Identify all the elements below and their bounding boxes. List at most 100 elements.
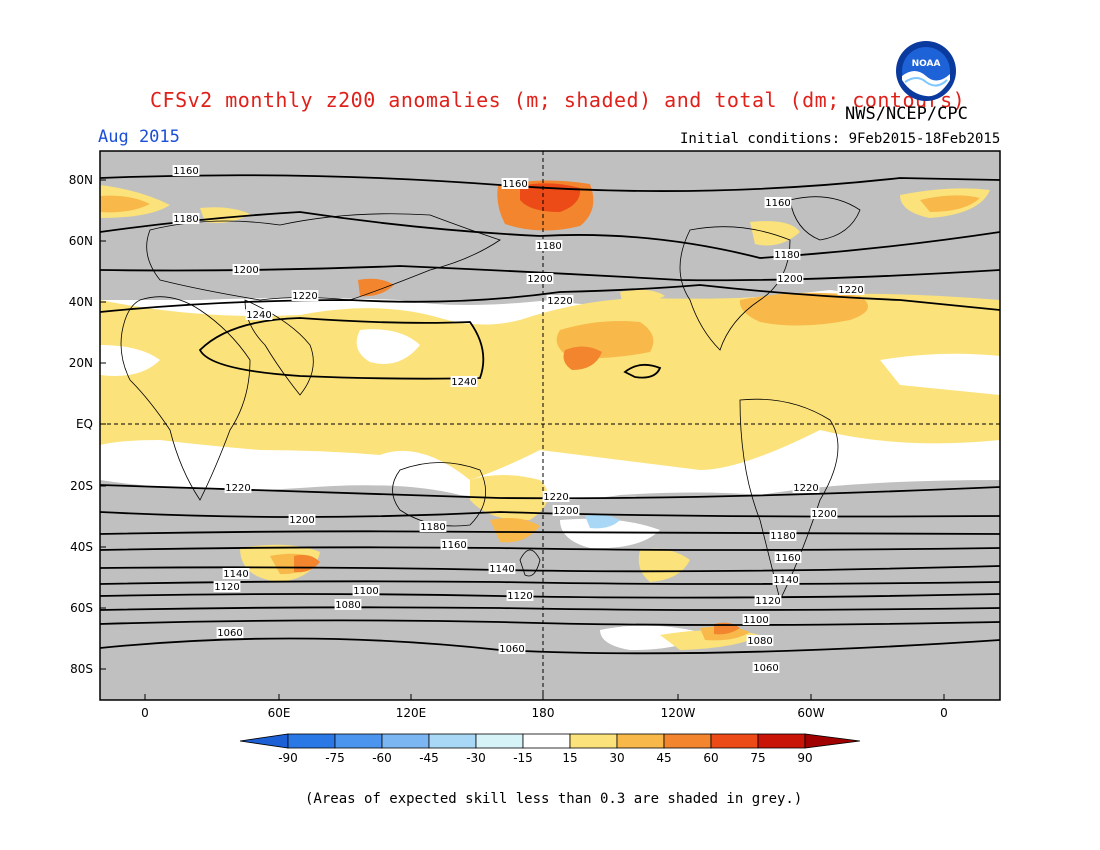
colorbar-tick-label: 45 (656, 751, 671, 765)
colorbar-segment (757, 733, 806, 749)
contour-label-background (526, 273, 554, 284)
longitude-label: 60W (797, 706, 824, 720)
contour-label-background (742, 614, 770, 625)
contour-label-background (352, 585, 380, 596)
contour-label: 1220 (793, 483, 818, 494)
contour-label: 1080 (335, 600, 360, 611)
contour-label-background (232, 264, 260, 275)
latitude-label: 60S (70, 601, 93, 615)
contour-label-background (746, 635, 774, 646)
contour-label: 1160 (502, 179, 527, 190)
colorbar-arrow-right (804, 733, 861, 749)
contour-label: 1060 (499, 644, 524, 655)
contour-label: 1160 (775, 553, 800, 564)
colorbar-tick-label: 15 (562, 751, 577, 765)
contour-label-background (754, 595, 782, 606)
contour-label-background (792, 482, 820, 493)
contour-label: 1240 (246, 310, 271, 321)
forecast-period: Aug 2015 (98, 127, 180, 147)
anomaly-shading (100, 151, 1000, 700)
contour-label: 1220 (225, 483, 250, 494)
latitude-label: EQ (76, 417, 93, 431)
colorbar-segment (569, 733, 618, 749)
contour-label: 1200 (233, 265, 258, 276)
contour-label-background (245, 309, 273, 320)
coastlines (120, 196, 861, 602)
contour-label: 1220 (547, 296, 572, 307)
colorbar-arrow-left (239, 733, 289, 749)
colorbar-segment (428, 733, 477, 749)
colorbar-tick-label: -15 (513, 751, 533, 765)
contour-label: 1220 (292, 291, 317, 302)
contour-label-background (772, 574, 800, 585)
latitude-label: 60N (69, 234, 93, 248)
contour-label-background (752, 662, 780, 673)
colorbar-tick-label: 75 (750, 751, 765, 765)
contour-label-background (440, 539, 468, 550)
contour-label: 1180 (536, 241, 561, 252)
contour-label-background (776, 273, 804, 284)
colorbar-segment (334, 733, 383, 749)
colorbar: -90 -75 -60 -45 -30 -15 15 30 45 60 75 90 (239, 733, 861, 765)
contour-label-background (172, 213, 200, 224)
colorbar-segment (522, 733, 571, 749)
contour-label-background (773, 249, 801, 260)
contour-label: 1160 (441, 540, 466, 551)
colorbar-segment (475, 733, 524, 749)
longitude-label: 120W (661, 706, 696, 720)
longitude-label: 60E (268, 706, 291, 720)
contour-label-background (172, 165, 200, 176)
contour-label-background (488, 563, 516, 574)
contour-label: 1120 (507, 591, 532, 602)
colorbar-segment (616, 733, 665, 749)
agency-label: NWS/NCEP/CPC (845, 104, 968, 124)
latitude-label: 20S (70, 479, 93, 493)
latitude-labels: 80N 60N 40N 20N EQ 20S 40S 60S 80S (69, 173, 106, 676)
colorbar-tick-label: 60 (703, 751, 718, 765)
contour-label: 1200 (289, 515, 314, 526)
contour-label-background (450, 376, 478, 387)
contour-label-background (291, 290, 319, 301)
colorbar-segment (663, 733, 712, 749)
latitude-label: 80S (70, 662, 93, 676)
contour-label-background (535, 240, 563, 251)
longitude-labels: 0 60E 120E 180 120W 60W 0 (141, 694, 948, 720)
colorbar-segment (287, 733, 336, 749)
contour-label: 1220 (543, 492, 568, 503)
contour-label: 1200 (811, 509, 836, 520)
contour-label: 1100 (353, 586, 378, 597)
contour-label: 1160 (765, 198, 790, 209)
contour-label: 1200 (553, 506, 578, 517)
contour-label: 1060 (217, 628, 242, 639)
contour-label-background (769, 530, 797, 541)
contour-label: 1120 (755, 596, 780, 607)
colorbar-segment (381, 733, 430, 749)
svg-text:NOAA: NOAA (912, 59, 941, 69)
contour-label-background (546, 295, 574, 306)
chart-title: CFSv2 monthly z200 anomalies (m; shaded)… (150, 88, 966, 112)
contour-label-background (216, 627, 244, 638)
contour-label-background (542, 491, 570, 502)
contour-label: 1180 (770, 531, 795, 542)
contour-label-background (552, 505, 580, 516)
contour-label-background (334, 599, 362, 610)
colorbar-tick-label: -90 (278, 751, 298, 765)
latitude-label: 20N (69, 356, 93, 370)
contour-label: 1220 (838, 285, 863, 296)
latitude-label: 40S (70, 540, 93, 554)
contour-label: 1140 (773, 575, 798, 586)
colorbar-segment (710, 733, 759, 749)
colorbar-tick-label: -30 (466, 751, 486, 765)
colorbar-tick-label: -75 (325, 751, 345, 765)
latitude-label: 40N (69, 295, 93, 309)
contour-label-background (222, 568, 250, 579)
contour-label-background (501, 178, 529, 189)
contour-label-background (419, 521, 447, 532)
contour-label-background (288, 514, 316, 525)
longitude-label: 0 (940, 706, 948, 720)
map-frame (99, 150, 1001, 701)
contour-label: 1200 (777, 274, 802, 285)
contour-label: 1160 (173, 166, 198, 177)
initial-conditions: Initial conditions: 9Feb2015-18Feb2015 (680, 131, 1001, 147)
